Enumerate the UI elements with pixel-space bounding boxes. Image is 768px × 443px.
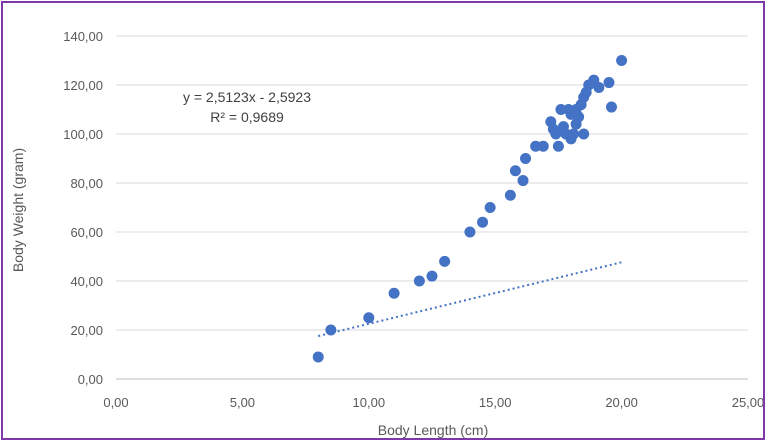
y-axis-ticks: 0,00 20,00 40,00 60,00 80,00 100,00 120,00 140,… (63, 29, 103, 387)
data-point (550, 128, 562, 140)
y-tick-label: 100,00 (63, 127, 103, 142)
data-point (413, 275, 425, 287)
y-tick-label: 120,00 (63, 78, 103, 93)
data-point (439, 255, 451, 267)
data-point (484, 202, 496, 213)
trendline-r-squared: R² = 0,9689 (210, 109, 284, 125)
data-point (593, 81, 605, 93)
x-tick-label: 10,00 (353, 395, 386, 410)
y-tick-label: 0,00 (78, 372, 103, 387)
data-point (504, 189, 516, 201)
gridlines (116, 35, 748, 331)
y-tick-label: 40,00 (70, 274, 103, 289)
x-tick-label: 0,00 (103, 395, 128, 410)
data-point (555, 104, 567, 115)
x-tick-label: 20,00 (605, 395, 638, 410)
data-point (568, 128, 580, 140)
trendline (318, 261, 622, 338)
data-point (603, 77, 615, 89)
data-point (464, 226, 476, 238)
x-tick-label: 5,00 (230, 395, 255, 410)
data-point (520, 153, 532, 164)
scatter-chart: 0,00 20,00 40,00 60,00 80,00 100,00 120,00 140,… (10, 29, 763, 438)
data-point (578, 128, 590, 140)
data-point (537, 140, 549, 152)
x-tick-label: 15,00 (479, 395, 512, 410)
x-axis-ticks: 0,00 5,00 10,00 15,00 20,00 25,00 (103, 395, 763, 410)
data-point (388, 287, 400, 299)
data-point (325, 324, 337, 336)
data-point (363, 312, 375, 324)
y-tick-label: 20,00 (70, 323, 103, 338)
data-point (605, 101, 617, 113)
y-axis-title: Body Weight (gram) (10, 148, 26, 272)
data-point (312, 351, 324, 363)
data-point (426, 270, 438, 282)
data-point (552, 140, 564, 152)
data-point (530, 140, 542, 152)
data-point (509, 165, 521, 177)
data-point (616, 55, 628, 66)
data-point (573, 111, 585, 123)
y-tick-label: 80,00 (70, 176, 103, 191)
y-tick-label: 60,00 (70, 225, 103, 240)
x-tick-label: 25,00 (732, 395, 763, 410)
x-axis-title: Body Length (cm) (378, 422, 489, 438)
trendline-equation: y = 2,5123x - 2,5923 (183, 89, 311, 105)
data-point (477, 216, 489, 228)
data-point (517, 175, 529, 187)
data-points (312, 55, 628, 363)
y-tick-label: 140,00 (63, 29, 103, 44)
